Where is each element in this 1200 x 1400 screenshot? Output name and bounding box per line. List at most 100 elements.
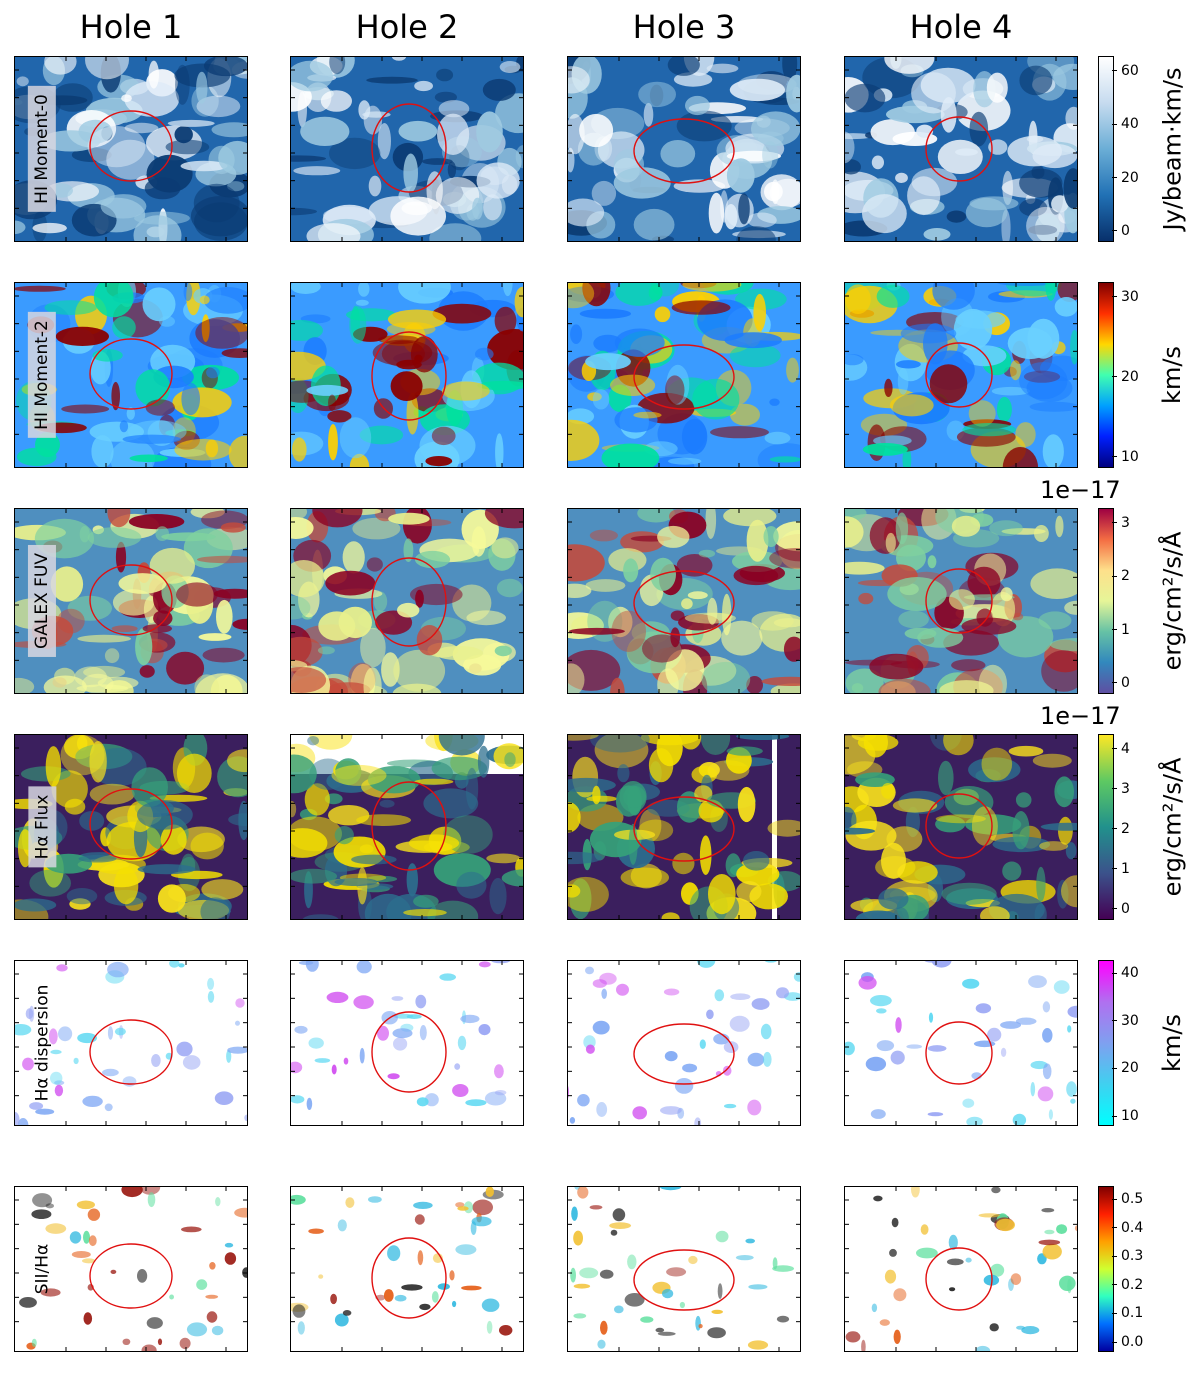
map-blob [664,1051,678,1062]
map-blob [592,785,601,805]
map-blob [1000,1021,1022,1029]
map-blob [135,627,153,666]
map-blob [122,1338,131,1345]
colorbar-label: erg/cm²/s/Å [1150,734,1194,920]
map-image [290,508,524,694]
map-blob [685,95,710,116]
map-blob [893,1329,901,1344]
map-blob [863,734,888,758]
map-blob [67,595,112,621]
map-blob [671,300,731,315]
map-blob [390,371,423,401]
map-blob [102,1068,119,1077]
map-blob [680,734,702,750]
map-blob [610,374,656,396]
map-blob [145,399,175,416]
map-blob [139,1186,161,1195]
map-blob [567,113,585,155]
map-blob [457,1206,469,1211]
map-blob [88,1235,97,1247]
map-blob [112,316,136,339]
map-blob [93,282,134,318]
map-blob [592,1020,610,1035]
map-blob [681,598,693,610]
map-blob [733,565,779,586]
map-image [290,960,524,1126]
map-blob [484,508,524,529]
panel-disp-hole-2 [290,960,524,1126]
map-blob [682,282,742,292]
map-blob [1070,329,1078,365]
map-blob [327,410,352,423]
row-label: Hα dispersion [22,960,62,1126]
map-blob [499,61,521,73]
colorbar [1098,1186,1114,1352]
map-blob [501,869,524,887]
map-blob [844,83,886,113]
map-blob [897,861,938,884]
map-blob [85,56,129,80]
row-label: GALEX FUV [22,508,62,694]
map-blob [927,1045,947,1052]
map-blob [31,1209,52,1219]
colorbar-tick-label: 2 [1112,822,1130,836]
map-blob [923,323,948,365]
map-blob [736,881,762,902]
map-blob [616,983,629,996]
map-blob [1034,525,1049,542]
map-blob [14,220,26,235]
map-blob [640,1316,654,1323]
map-blob [1029,401,1078,412]
map-blob [235,998,245,1008]
colorbar-tick-label: 0.2 [1112,1278,1143,1292]
map-blob [165,139,210,155]
map-blob [87,527,142,548]
map-blob [916,124,934,138]
map-blob [628,823,638,865]
colorbar-ticks: 4 3 2 1 0 [1112,734,1172,920]
map-blob [667,56,700,76]
map-blob [207,977,215,990]
map-blob [1002,170,1013,205]
map-blob [570,1267,576,1283]
map-blob [593,334,623,353]
map-blob [708,874,736,915]
map-blob [391,56,407,61]
map-blob [410,336,438,373]
map-blob [701,661,751,694]
map-blob [82,1258,96,1264]
map-blob [174,438,232,461]
map-blob [723,508,777,527]
map-blob [736,734,790,740]
map-blob [485,1186,494,1197]
map-blob [677,791,702,823]
map-blob [431,426,456,446]
map-blob [729,78,785,102]
map-blob [290,1061,303,1074]
map-blob [387,1245,401,1262]
map-blob [657,668,679,694]
map-blob [884,378,893,397]
map-blob [746,519,769,562]
map-blob [504,752,516,767]
map-blob [599,1269,614,1279]
map-blob [567,884,581,898]
hole-ellipse [925,116,993,182]
map-blob [743,851,770,871]
map-blob [865,1056,887,1072]
map-blob [169,1294,175,1300]
map-blob [949,1287,956,1292]
map-blob [1042,1028,1053,1043]
map-blob [176,753,212,793]
map-blob [61,404,110,414]
map-blob [633,411,662,419]
map-blob [975,1345,991,1352]
map-blob [463,654,502,676]
column-title-hole-3: Hole 3 [632,8,736,46]
map-image [567,1186,801,1352]
map-blob [614,328,665,357]
map-blob [597,1339,606,1349]
map-blob [60,734,105,776]
map-blob [16,76,29,87]
map-blob [22,1057,34,1071]
